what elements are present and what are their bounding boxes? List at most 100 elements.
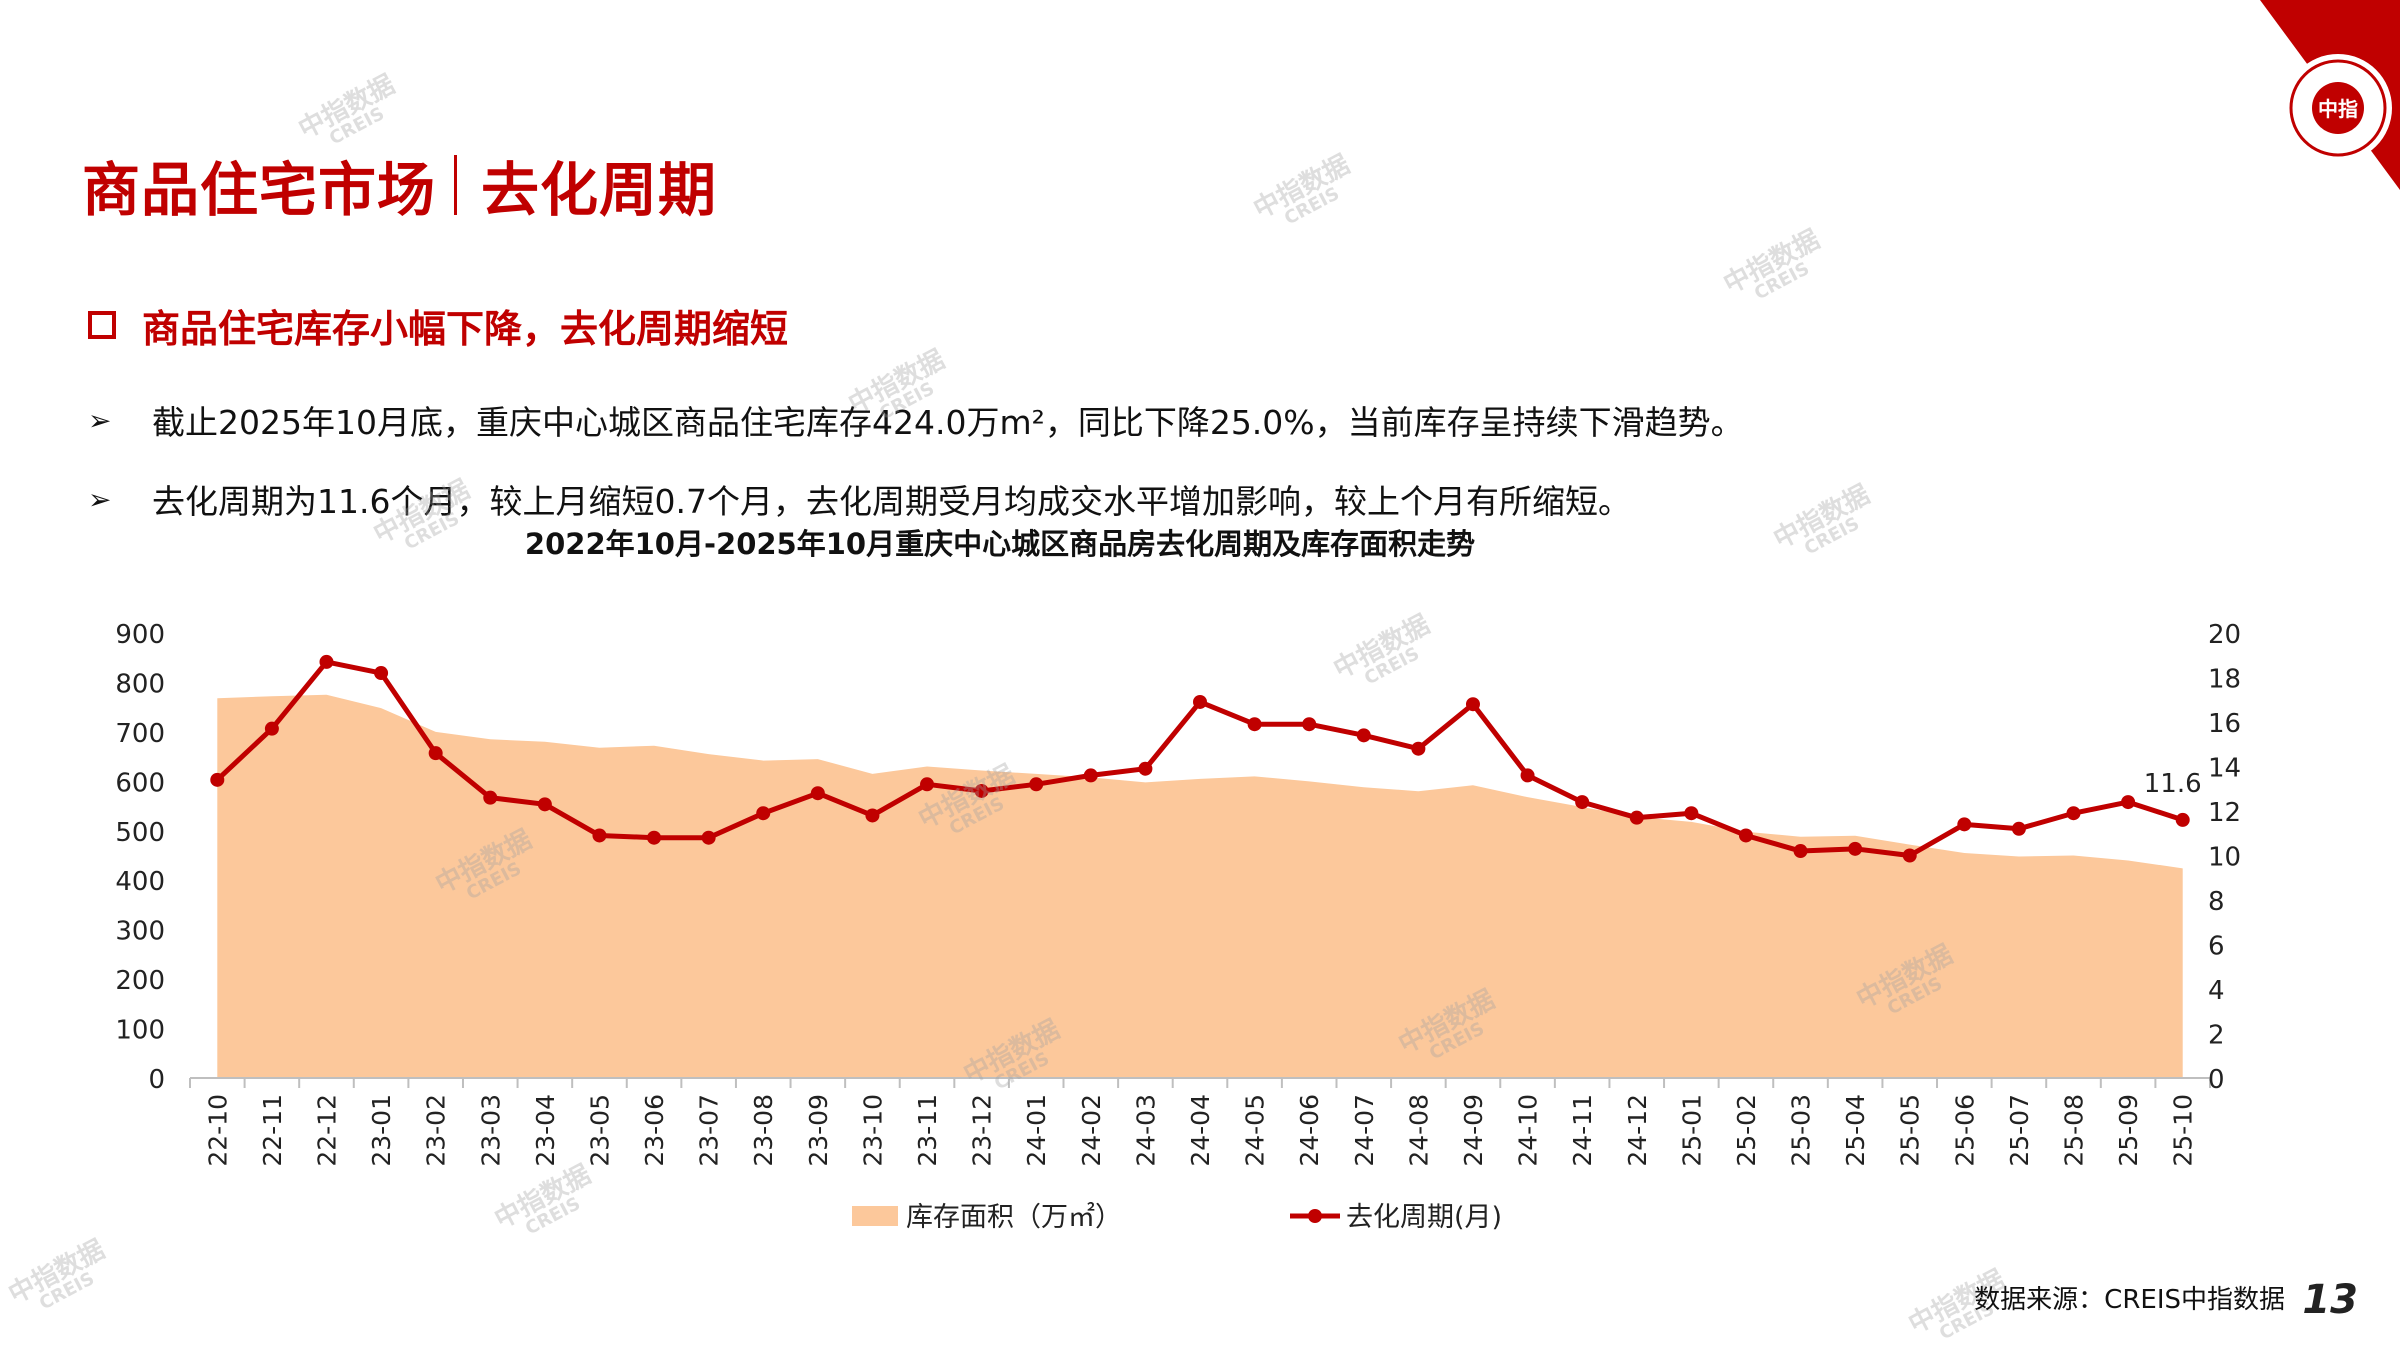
page-title-sub: 去化周期	[481, 156, 718, 224]
cycle-point	[483, 790, 498, 805]
cycle-point	[865, 808, 880, 823]
cycle-point	[1465, 697, 1480, 712]
title-separator	[454, 155, 458, 215]
x-tick-label: 23-10	[858, 1094, 887, 1167]
x-tick-label: 22-12	[312, 1094, 341, 1167]
y-right-tick-label: 14	[2208, 754, 2241, 784]
x-tick-label: 25-07	[2005, 1094, 2034, 1167]
cycle-point	[1738, 828, 1753, 843]
cycle-point	[428, 746, 443, 761]
y-left-tick-label: 300	[115, 917, 165, 947]
page-number: 13	[2302, 1277, 2358, 1323]
x-tick-label: 25-03	[1787, 1094, 1816, 1167]
cycle-point	[319, 654, 334, 669]
cycle-point	[1029, 777, 1044, 792]
y-right-tick-label: 4	[2208, 976, 2225, 1006]
bullet-text: 去化周期为11.6个月，较上月缩短0.7个月，去化周期受月均成交水平增加影响，较…	[152, 482, 1631, 521]
x-tick-label: 23-02	[422, 1094, 451, 1167]
x-tick-label: 23-05	[585, 1094, 614, 1167]
section-heading-text: 商品住宅库存小幅下降，去化周期缩短	[142, 306, 789, 351]
y-right-tick-label: 20	[2208, 620, 2241, 650]
cycle-point	[701, 830, 716, 845]
x-tick-label: 22-11	[258, 1094, 287, 1167]
cycle-point	[1302, 717, 1317, 732]
cycle-point	[537, 797, 552, 812]
y-right-tick-label: 0	[2208, 1065, 2225, 1095]
x-tick-label: 23-07	[695, 1094, 724, 1167]
cycle-point	[1957, 817, 1972, 832]
x-tick-label: 23-08	[749, 1094, 778, 1167]
logo-text: 中指	[2318, 97, 2358, 121]
chart-title-text: 2022年10月-2025年10月重庆中心城区商品房去化周期及库存面积走势	[524, 527, 1476, 561]
cycle-point	[1575, 795, 1590, 810]
x-tick-label: 23-03	[476, 1094, 505, 1167]
x-tick-label: 23-09	[804, 1094, 833, 1167]
cycle-point	[592, 828, 607, 843]
cycle-point	[810, 786, 825, 801]
cycle-point	[1902, 848, 1917, 863]
x-tick-label: 25-01	[1677, 1094, 1706, 1167]
x-tick-label: 24-07	[1350, 1094, 1379, 1167]
y-left-tick-label: 200	[115, 966, 165, 996]
x-tick-label: 25-10	[2169, 1094, 2198, 1167]
x-tick-label: 24-08	[1404, 1094, 1433, 1167]
cycle-point	[1411, 741, 1426, 756]
cycle-point	[2175, 812, 2190, 827]
y-right-tick-label: 10	[2208, 843, 2241, 873]
page-title: 商品住宅市场 去化周期	[82, 140, 717, 230]
x-tick-label: 25-02	[1732, 1094, 1761, 1167]
y-right-tick-label: 6	[2208, 932, 2225, 962]
x-tick-label: 23-12	[968, 1094, 997, 1167]
bullet-item: ➢ 去化周期为11.6个月，较上月缩短0.7个月，去化周期受月均成交水平增加影响…	[88, 475, 1631, 523]
y-left-tick-label: 100	[115, 1016, 165, 1046]
y-left-tick-label: 400	[115, 867, 165, 897]
cycle-point	[1138, 761, 1153, 776]
cycle-point	[264, 721, 279, 736]
cycle-point	[1848, 841, 1863, 856]
x-tick-label: 22-10	[203, 1094, 232, 1167]
arrow-bullet-icon: ➢	[88, 482, 112, 516]
brand-corner-logo: 中指	[2260, 0, 2400, 190]
cycle-point	[1793, 844, 1808, 859]
bullet-text: 截止2025年10月底，重庆中心城区商品住宅库存424.0万m²，同比下降25.…	[152, 403, 1744, 442]
cycle-point	[920, 777, 935, 792]
x-tick-label: 24-05	[1241, 1094, 1270, 1167]
cycle-point	[1356, 728, 1371, 743]
cycle-point	[1193, 694, 1207, 709]
x-tick-label: 23-06	[640, 1094, 669, 1167]
x-tick-label: 24-02	[1077, 1094, 1106, 1167]
x-tick-label: 24-12	[1623, 1094, 1652, 1167]
arrow-bullet-icon: ➢	[88, 403, 112, 437]
data-source: 数据来源：CREIS中指数据	[1974, 1285, 2285, 1315]
x-tick-label: 23-04	[531, 1094, 560, 1167]
legend-line-marker	[1308, 1209, 1322, 1223]
chart-title: 2022年10月-2025年10月重庆中心城区商品房去化周期及库存面积走势	[0, 522, 2400, 566]
y-left-tick-label: 700	[115, 719, 165, 749]
cycle-point	[756, 806, 771, 821]
bullet-item: ➢ 截止2025年10月底，重庆中心城区商品住宅库存424.0万m²，同比下降2…	[88, 396, 1744, 444]
y-right-tick-label: 12	[2208, 798, 2241, 828]
y-left-tick-label: 900	[115, 620, 165, 650]
y-right-tick-label: 8	[2208, 887, 2225, 917]
cycle-point	[2121, 795, 2136, 810]
x-tick-label: 24-04	[1186, 1094, 1215, 1167]
cycle-point	[974, 783, 989, 798]
x-tick-label: 24-11	[1568, 1094, 1597, 1167]
y-right-tick-label: 18	[2208, 665, 2241, 695]
x-tick-label: 24-03	[1131, 1094, 1160, 1167]
cycle-point	[1247, 717, 1262, 732]
y-left-tick-label: 800	[115, 669, 165, 699]
page-title-main: 商品住宅市场	[82, 156, 437, 224]
cycle-point	[210, 772, 225, 787]
section-heading: 商品住宅库存小幅下降，去化周期缩短	[88, 298, 788, 352]
x-tick-label: 23-11	[913, 1094, 942, 1167]
x-tick-label: 24-01	[1022, 1094, 1051, 1167]
cycle-point	[2011, 821, 2026, 836]
x-tick-label: 24-06	[1295, 1094, 1324, 1167]
legend-area-swatch	[852, 1206, 898, 1226]
cycle-point	[374, 666, 389, 681]
x-tick-label: 25-05	[1896, 1094, 1925, 1167]
x-tick-label: 25-04	[1841, 1094, 1870, 1167]
cycle-point	[1083, 768, 1098, 783]
